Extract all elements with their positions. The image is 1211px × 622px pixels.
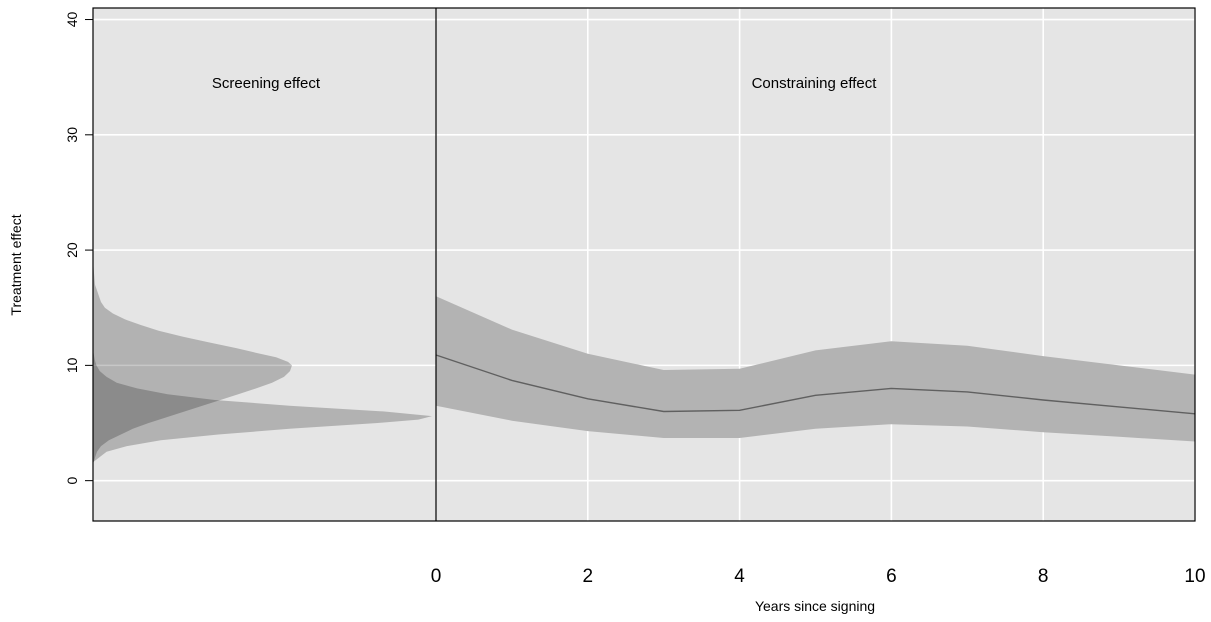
axes: 0 10 20 30 40 0 2 4 6 8 10 xyxy=(64,12,1206,587)
panel-border xyxy=(92,7,1196,522)
y-tick-label: 0 xyxy=(64,477,80,485)
screening-panel-label: Screening effect xyxy=(212,75,321,92)
screening-density-2 xyxy=(93,350,432,463)
estimate-line xyxy=(435,354,1196,415)
y-tick-label: 10 xyxy=(64,357,80,373)
screening-density-1 xyxy=(93,259,292,465)
plot-frame xyxy=(92,7,1196,522)
x-tick-label: 0 xyxy=(431,566,442,587)
x-tick-label: 10 xyxy=(1184,566,1205,587)
x-tick-label: 2 xyxy=(583,566,594,587)
x-tick-label: 6 xyxy=(886,566,897,587)
constraining-panel-label: Constraining effect xyxy=(752,75,878,92)
x-axis-title: Years since signing xyxy=(755,598,875,614)
screening-distributions xyxy=(93,259,432,465)
y-tick-label: 30 xyxy=(64,127,80,143)
x-tick-label: 4 xyxy=(734,566,745,587)
y-tick-label: 40 xyxy=(64,12,80,28)
x-tick-label: 8 xyxy=(1038,566,1049,587)
y-tick-label: 20 xyxy=(64,242,80,258)
y-axis-title: Treatment effect xyxy=(8,214,24,315)
